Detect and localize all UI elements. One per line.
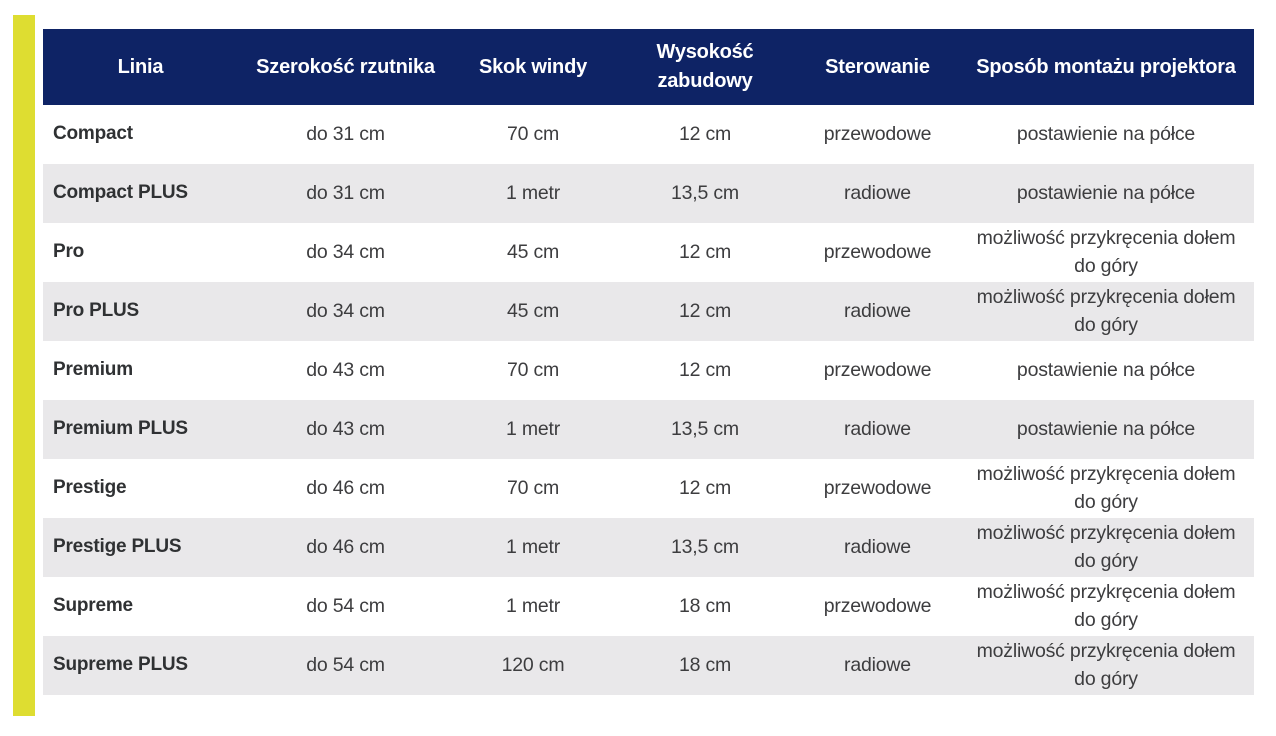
cell-housing-height: 12 cm — [678, 358, 732, 381]
table-row: Prestige do 46 cm 70 cm 12 cm przewodowe… — [43, 459, 1254, 518]
cell-lift-travel: 1 metr — [505, 535, 561, 558]
table-row: Compact do 31 cm 70 cm 12 cm przewodowe … — [43, 105, 1254, 164]
cell-lift-travel: 70 cm — [506, 122, 560, 145]
cell-control: radiowe — [844, 535, 911, 558]
cell-projector-width: do 31 cm — [306, 181, 385, 204]
table-row: Premium PLUS do 43 cm 1 metr 13,5 cm rad… — [43, 400, 1254, 459]
header-row: Linia Szerokość rzutnika Skok windy Wyso… — [43, 29, 1254, 105]
column-header-mounting-method: Sposób montażu projektora — [958, 29, 1254, 105]
cell-line-name: Prestige — [53, 477, 127, 499]
table-row: Premium do 43 cm 70 cm 12 cm przewodowe … — [43, 341, 1254, 400]
cell-mounting-method: możliwość przykręcenia dołem do góry — [976, 285, 1236, 336]
cell-projector-width: do 43 cm — [306, 417, 385, 440]
cell-line-name: Pro PLUS — [53, 300, 140, 322]
table-row: Supreme PLUS do 54 cm 120 cm 18 cm radio… — [43, 636, 1254, 695]
column-header-lift-travel: Skok windy — [453, 29, 613, 105]
table-row: Pro PLUS do 34 cm 45 cm 12 cm radiowe mo… — [43, 282, 1254, 341]
column-header-housing-height: Wysokość zabudowy — [613, 29, 797, 105]
table-row: Prestige PLUS do 46 cm 1 metr 13,5 cm ra… — [43, 518, 1254, 577]
cell-projector-width: do 54 cm — [306, 594, 385, 617]
cell-control: radiowe — [844, 653, 911, 676]
cell-lift-travel: 120 cm — [501, 653, 565, 676]
yellow-accent-bar — [13, 15, 35, 716]
cell-line-name: Supreme PLUS — [53, 654, 188, 676]
cell-projector-width: do 34 cm — [306, 299, 385, 322]
cell-lift-travel: 70 cm — [506, 476, 560, 499]
cell-projector-width: do 34 cm — [306, 240, 385, 263]
cell-projector-width: do 43 cm — [306, 358, 385, 381]
cell-housing-height: 12 cm — [678, 299, 732, 322]
cell-housing-height: 18 cm — [678, 653, 732, 676]
cell-lift-travel: 1 metr — [505, 594, 561, 617]
cell-line-name: Premium PLUS — [53, 418, 188, 440]
cell-housing-height: 13,5 cm — [671, 535, 739, 558]
column-header-projector-width: Szerokość rzutnika — [238, 29, 453, 105]
cell-line-name: Compact — [53, 123, 133, 145]
cell-lift-travel: 1 metr — [505, 181, 561, 204]
cell-mounting-method: możliwość przykręcenia dołem do góry — [976, 462, 1236, 513]
cell-control: przewodowe — [823, 122, 932, 145]
cell-control: radiowe — [844, 417, 911, 440]
cell-mounting-method: postawienie na półce — [1016, 181, 1196, 204]
cell-housing-height: 12 cm — [678, 122, 732, 145]
cell-control: radiowe — [844, 299, 911, 322]
cell-control: przewodowe — [823, 358, 932, 381]
cell-projector-width: do 46 cm — [306, 535, 385, 558]
cell-lift-travel: 70 cm — [506, 358, 560, 381]
cell-mounting-method: postawienie na półce — [1016, 417, 1196, 440]
cell-mounting-method: możliwość przykręcenia dołem do góry — [976, 580, 1236, 631]
cell-housing-height: 13,5 cm — [671, 417, 739, 440]
column-header-control: Sterowanie — [797, 29, 958, 105]
cell-lift-travel: 45 cm — [506, 240, 560, 263]
cell-line-name: Compact PLUS — [53, 182, 188, 204]
cell-line-name: Supreme — [53, 595, 133, 617]
column-header-line: Linia — [43, 29, 238, 105]
cell-lift-travel: 45 cm — [506, 299, 560, 322]
cell-control: przewodowe — [823, 476, 932, 499]
cell-mounting-method: postawienie na półce — [1016, 358, 1196, 381]
cell-housing-height: 18 cm — [678, 594, 732, 617]
cell-line-name: Prestige PLUS — [53, 536, 182, 558]
table-row: Supreme do 54 cm 1 metr 18 cm przewodowe… — [43, 577, 1254, 636]
cell-projector-width: do 31 cm — [306, 122, 385, 145]
table-row: Pro do 34 cm 45 cm 12 cm przewodowe możl… — [43, 223, 1254, 282]
projector-lift-spec-table: Linia Szerokość rzutnika Skok windy Wyso… — [43, 29, 1254, 695]
cell-mounting-method: możliwość przykręcenia dołem do góry — [976, 521, 1236, 572]
table-row: Compact PLUS do 31 cm 1 metr 13,5 cm rad… — [43, 164, 1254, 223]
cell-mounting-method: postawienie na półce — [1016, 122, 1196, 145]
cell-projector-width: do 54 cm — [306, 653, 385, 676]
cell-mounting-method: możliwość przykręcenia dołem do góry — [976, 226, 1236, 277]
cell-housing-height: 12 cm — [678, 476, 732, 499]
cell-line-name: Pro — [53, 241, 85, 263]
cell-control: przewodowe — [823, 240, 932, 263]
cell-housing-height: 12 cm — [678, 240, 732, 263]
cell-mounting-method: możliwość przykręcenia dołem do góry — [976, 639, 1236, 690]
cell-control: radiowe — [844, 181, 911, 204]
cell-projector-width: do 46 cm — [306, 476, 385, 499]
cell-housing-height: 13,5 cm — [671, 181, 739, 204]
cell-control: przewodowe — [823, 594, 932, 617]
cell-lift-travel: 1 metr — [505, 417, 561, 440]
cell-line-name: Premium — [53, 359, 133, 381]
